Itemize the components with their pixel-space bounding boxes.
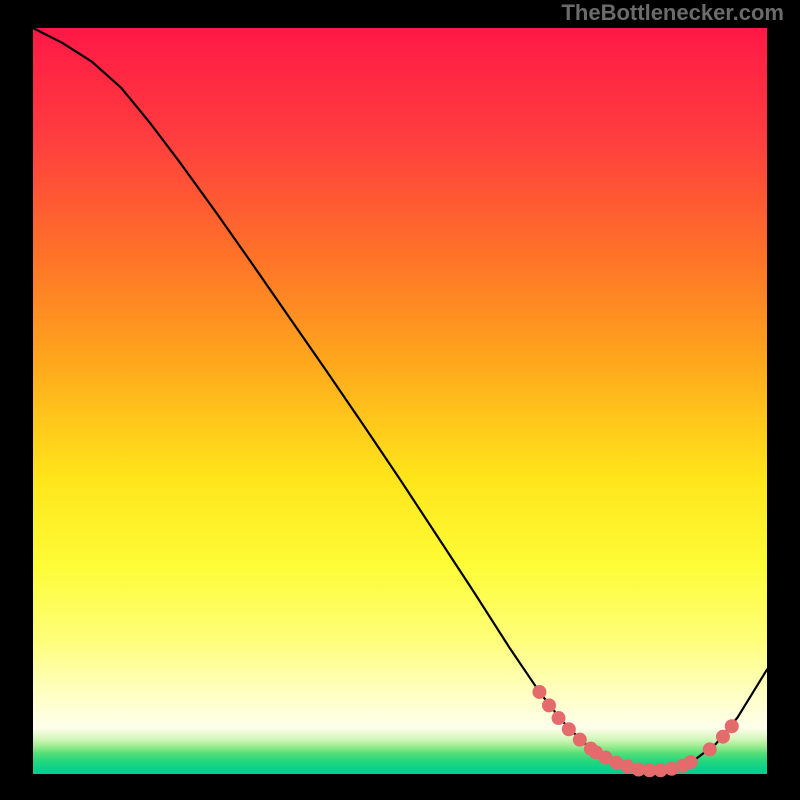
plot-background xyxy=(33,28,767,774)
chart-container: { "attribution": { "text": "TheBottlenec… xyxy=(0,0,800,800)
data-marker xyxy=(573,733,587,747)
data-marker xyxy=(703,742,717,756)
data-marker xyxy=(562,722,576,736)
data-marker xyxy=(532,685,546,699)
data-marker xyxy=(725,719,739,733)
data-marker xyxy=(542,698,556,712)
bottleneck-chart xyxy=(0,0,800,800)
data-marker xyxy=(552,711,566,725)
data-marker xyxy=(684,755,698,769)
